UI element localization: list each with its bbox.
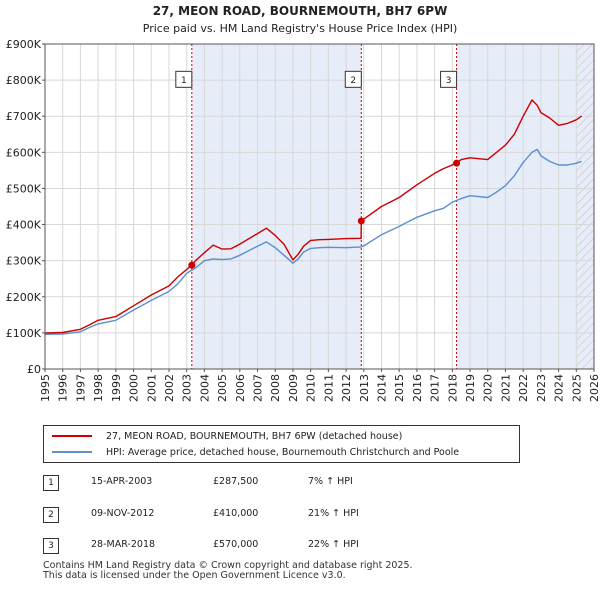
series-line-property (44, 99, 582, 334)
x-tick-label: 2013 (358, 374, 371, 402)
price-chart: 27, MEON ROAD, BOURNEMOUTH, BH7 6PW Pric… (6, 4, 600, 402)
x-tick-label: 2021 (499, 374, 512, 402)
x-tick-label: 1997 (74, 374, 87, 402)
x-tick-label: 2007 (252, 374, 265, 402)
transaction-number: 3 (43, 538, 59, 554)
x-tick-label: 2001 (145, 374, 158, 402)
legend-item-hpi: HPI: Average price, detached house, Bour… (52, 445, 459, 459)
x-tick-label: 2026 (588, 374, 600, 402)
sale-marker: 2 (344, 70, 362, 88)
x-tick-label: 2006 (234, 374, 247, 402)
y-tick-label: £100K (6, 327, 42, 340)
x-tick-label: 1995 (39, 374, 52, 402)
footer-attribution: Contains HM Land Registry data © Crown c… (43, 561, 413, 581)
x-tick-label: 2011 (322, 374, 335, 402)
x-tick-label: 2003 (181, 374, 194, 402)
sale-marker-box (440, 70, 458, 88)
legend-item-property: 27, MEON ROAD, BOURNEMOUTH, BH7 6PW (det… (52, 429, 402, 443)
series-line-hpi (44, 148, 582, 335)
legend-label-property: 27, MEON ROAD, BOURNEMOUTH, BH7 6PW (det… (106, 430, 403, 442)
x-tick-label: 2019 (464, 374, 477, 402)
sale-marker: 1 (175, 70, 193, 88)
chart-subtitle: Price paid vs. HM Land Registry's House … (143, 22, 458, 35)
sale-marker-box (175, 70, 193, 88)
x-tick-label: 2020 (482, 374, 495, 402)
sale-marker-label: 1 (181, 76, 187, 86)
x-tick-label: 2016 (411, 374, 424, 402)
y-tick-label: £900K (6, 38, 42, 51)
x-tick-label: 2012 (340, 374, 353, 402)
legend-label-hpi: HPI: Average price, detached house, Bour… (106, 446, 460, 458)
transaction-number: 1 (43, 475, 59, 491)
sale-marker: 3 (440, 70, 458, 88)
x-tick-label: 1999 (110, 374, 123, 402)
transaction-date: 15-APR-2003 (91, 476, 153, 487)
transaction-hpi-change: 22% ↑ HPI (308, 539, 359, 550)
y-tick-label: £300K (6, 255, 42, 268)
x-tick-label: 2022 (517, 374, 530, 402)
x-tick-label: 2024 (553, 374, 566, 402)
chart-legend: 27, MEON ROAD, BOURNEMOUTH, BH7 6PW (det… (43, 425, 520, 463)
transaction-number: 2 (43, 507, 59, 523)
sale-point (453, 159, 461, 167)
x-tick-label: 1996 (57, 374, 70, 402)
transaction-hpi-change: 7% ↑ HPI (308, 476, 353, 487)
y-tick-label: £200K (6, 291, 42, 304)
x-tick-label: 2008 (269, 374, 282, 402)
transaction-date: 09-NOV-2012 (91, 508, 155, 519)
transaction-hpi-change: 21% ↑ HPI (308, 508, 359, 519)
y-tick-label: £600K (6, 146, 42, 159)
x-tick-label: 2000 (128, 374, 141, 402)
x-tick-label: 2014 (375, 374, 388, 402)
x-tick-label: 2023 (535, 374, 548, 402)
y-tick-label: £700K (6, 110, 42, 123)
footer-copyright: Contains HM Land Registry data © Crown c… (43, 560, 413, 571)
x-tick-label: 2004 (198, 374, 211, 402)
legend-swatch-property (52, 435, 92, 437)
y-tick-label: £400K (6, 219, 42, 232)
sale-marker-label: 2 (350, 76, 356, 86)
x-tick-label: 2005 (216, 374, 229, 402)
plot-frame (44, 43, 595, 370)
sale-point (357, 217, 365, 225)
y-tick-label: £500K (6, 182, 42, 195)
x-tick-label: 2010 (305, 374, 318, 402)
transaction-price: £570,000 (213, 539, 259, 550)
legend-swatch-hpi (52, 451, 92, 453)
transaction-date: 28-MAR-2018 (91, 539, 156, 550)
sale-marker-box (344, 70, 362, 88)
chart-title: 27, MEON ROAD, BOURNEMOUTH, BH7 6PW (153, 4, 448, 18)
x-tick-label: 2018 (446, 374, 459, 402)
transaction-price: £410,000 (213, 508, 259, 519)
x-tick-label: 1998 (92, 374, 105, 402)
x-tick-label: 2017 (429, 374, 442, 402)
footer-licence: This data is licensed under the Open Gov… (43, 570, 346, 581)
transaction-price: £287,500 (213, 476, 259, 487)
sale-point (188, 261, 196, 269)
shaded-region (191, 44, 362, 369)
x-tick-label: 2025 (570, 374, 583, 402)
y-tick-label: £800K (6, 74, 42, 87)
x-tick-label: 2009 (287, 374, 300, 402)
y-tick-label: £0 (27, 363, 41, 376)
x-tick-label: 2002 (163, 374, 176, 402)
x-tick-label: 2015 (393, 374, 406, 402)
hatched-region (576, 44, 594, 369)
shaded-region (456, 44, 594, 369)
sale-marker-label: 3 (446, 76, 452, 86)
